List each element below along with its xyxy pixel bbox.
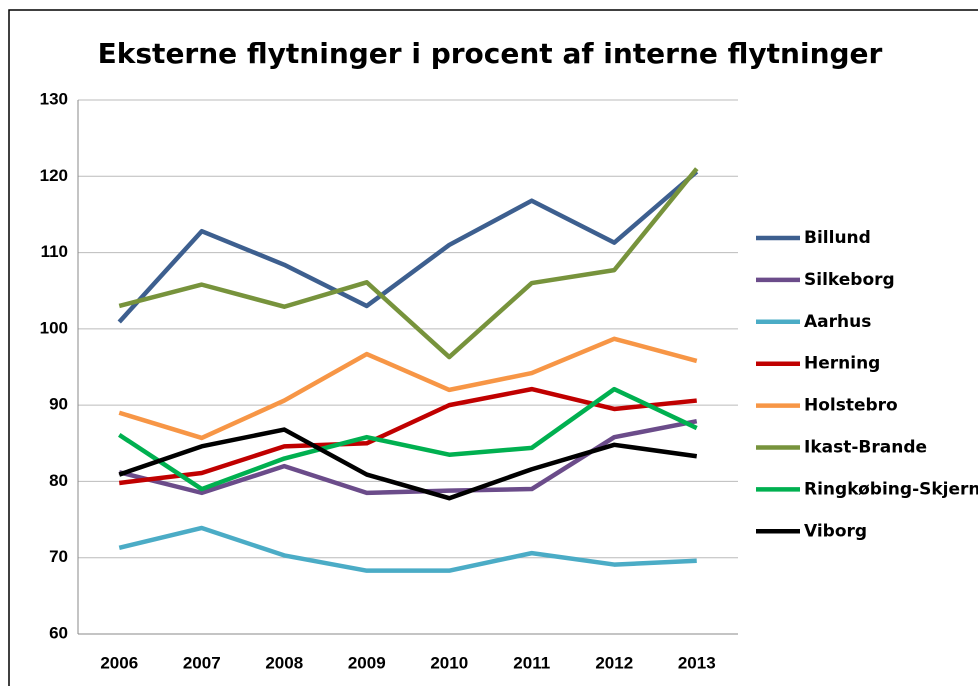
legend-label: Herning	[804, 354, 880, 374]
y-tick-label: 60	[49, 623, 68, 642]
y-tick-label: 90	[49, 395, 68, 414]
series-line	[118, 427, 698, 501]
x-tick-label: 2011	[513, 653, 550, 672]
x-tick-label: 2007	[183, 653, 221, 672]
legend-label: Holstebro	[804, 396, 898, 416]
legend-label: Billund	[804, 228, 871, 248]
chart-border	[8, 9, 978, 686]
y-tick-label: 120	[40, 166, 68, 185]
chart-title: Eksterne flytninger i procent af interne…	[98, 37, 883, 70]
series-line	[118, 336, 698, 441]
x-tick-label: 2012	[595, 653, 633, 672]
legend-label: Silkeborg	[804, 270, 895, 290]
series-line	[117, 170, 699, 324]
series-line	[118, 167, 699, 360]
x-tick-label: 2010	[430, 653, 468, 672]
series-line	[118, 418, 698, 496]
x-tick-label: 2008	[265, 653, 303, 672]
y-tick-label: 110	[41, 242, 68, 261]
x-tick-label: 2009	[348, 653, 386, 672]
series-line	[118, 386, 698, 492]
legend-label: Aarhus	[804, 312, 871, 332]
series-line	[118, 386, 697, 486]
y-tick-label: 130	[40, 89, 68, 108]
legend-label: Viborg	[804, 521, 867, 541]
legend-label: Ringkøbing-Skjern	[804, 479, 978, 499]
y-tick-label: 100	[40, 318, 68, 337]
x-tick-label: 2013	[678, 653, 716, 672]
legend-label: Ikast-Brande	[804, 438, 927, 458]
y-tick-label: 70	[49, 547, 68, 566]
series-line	[118, 525, 697, 573]
y-tick-label: 80	[49, 471, 68, 490]
x-tick-label: 2006	[100, 653, 138, 672]
